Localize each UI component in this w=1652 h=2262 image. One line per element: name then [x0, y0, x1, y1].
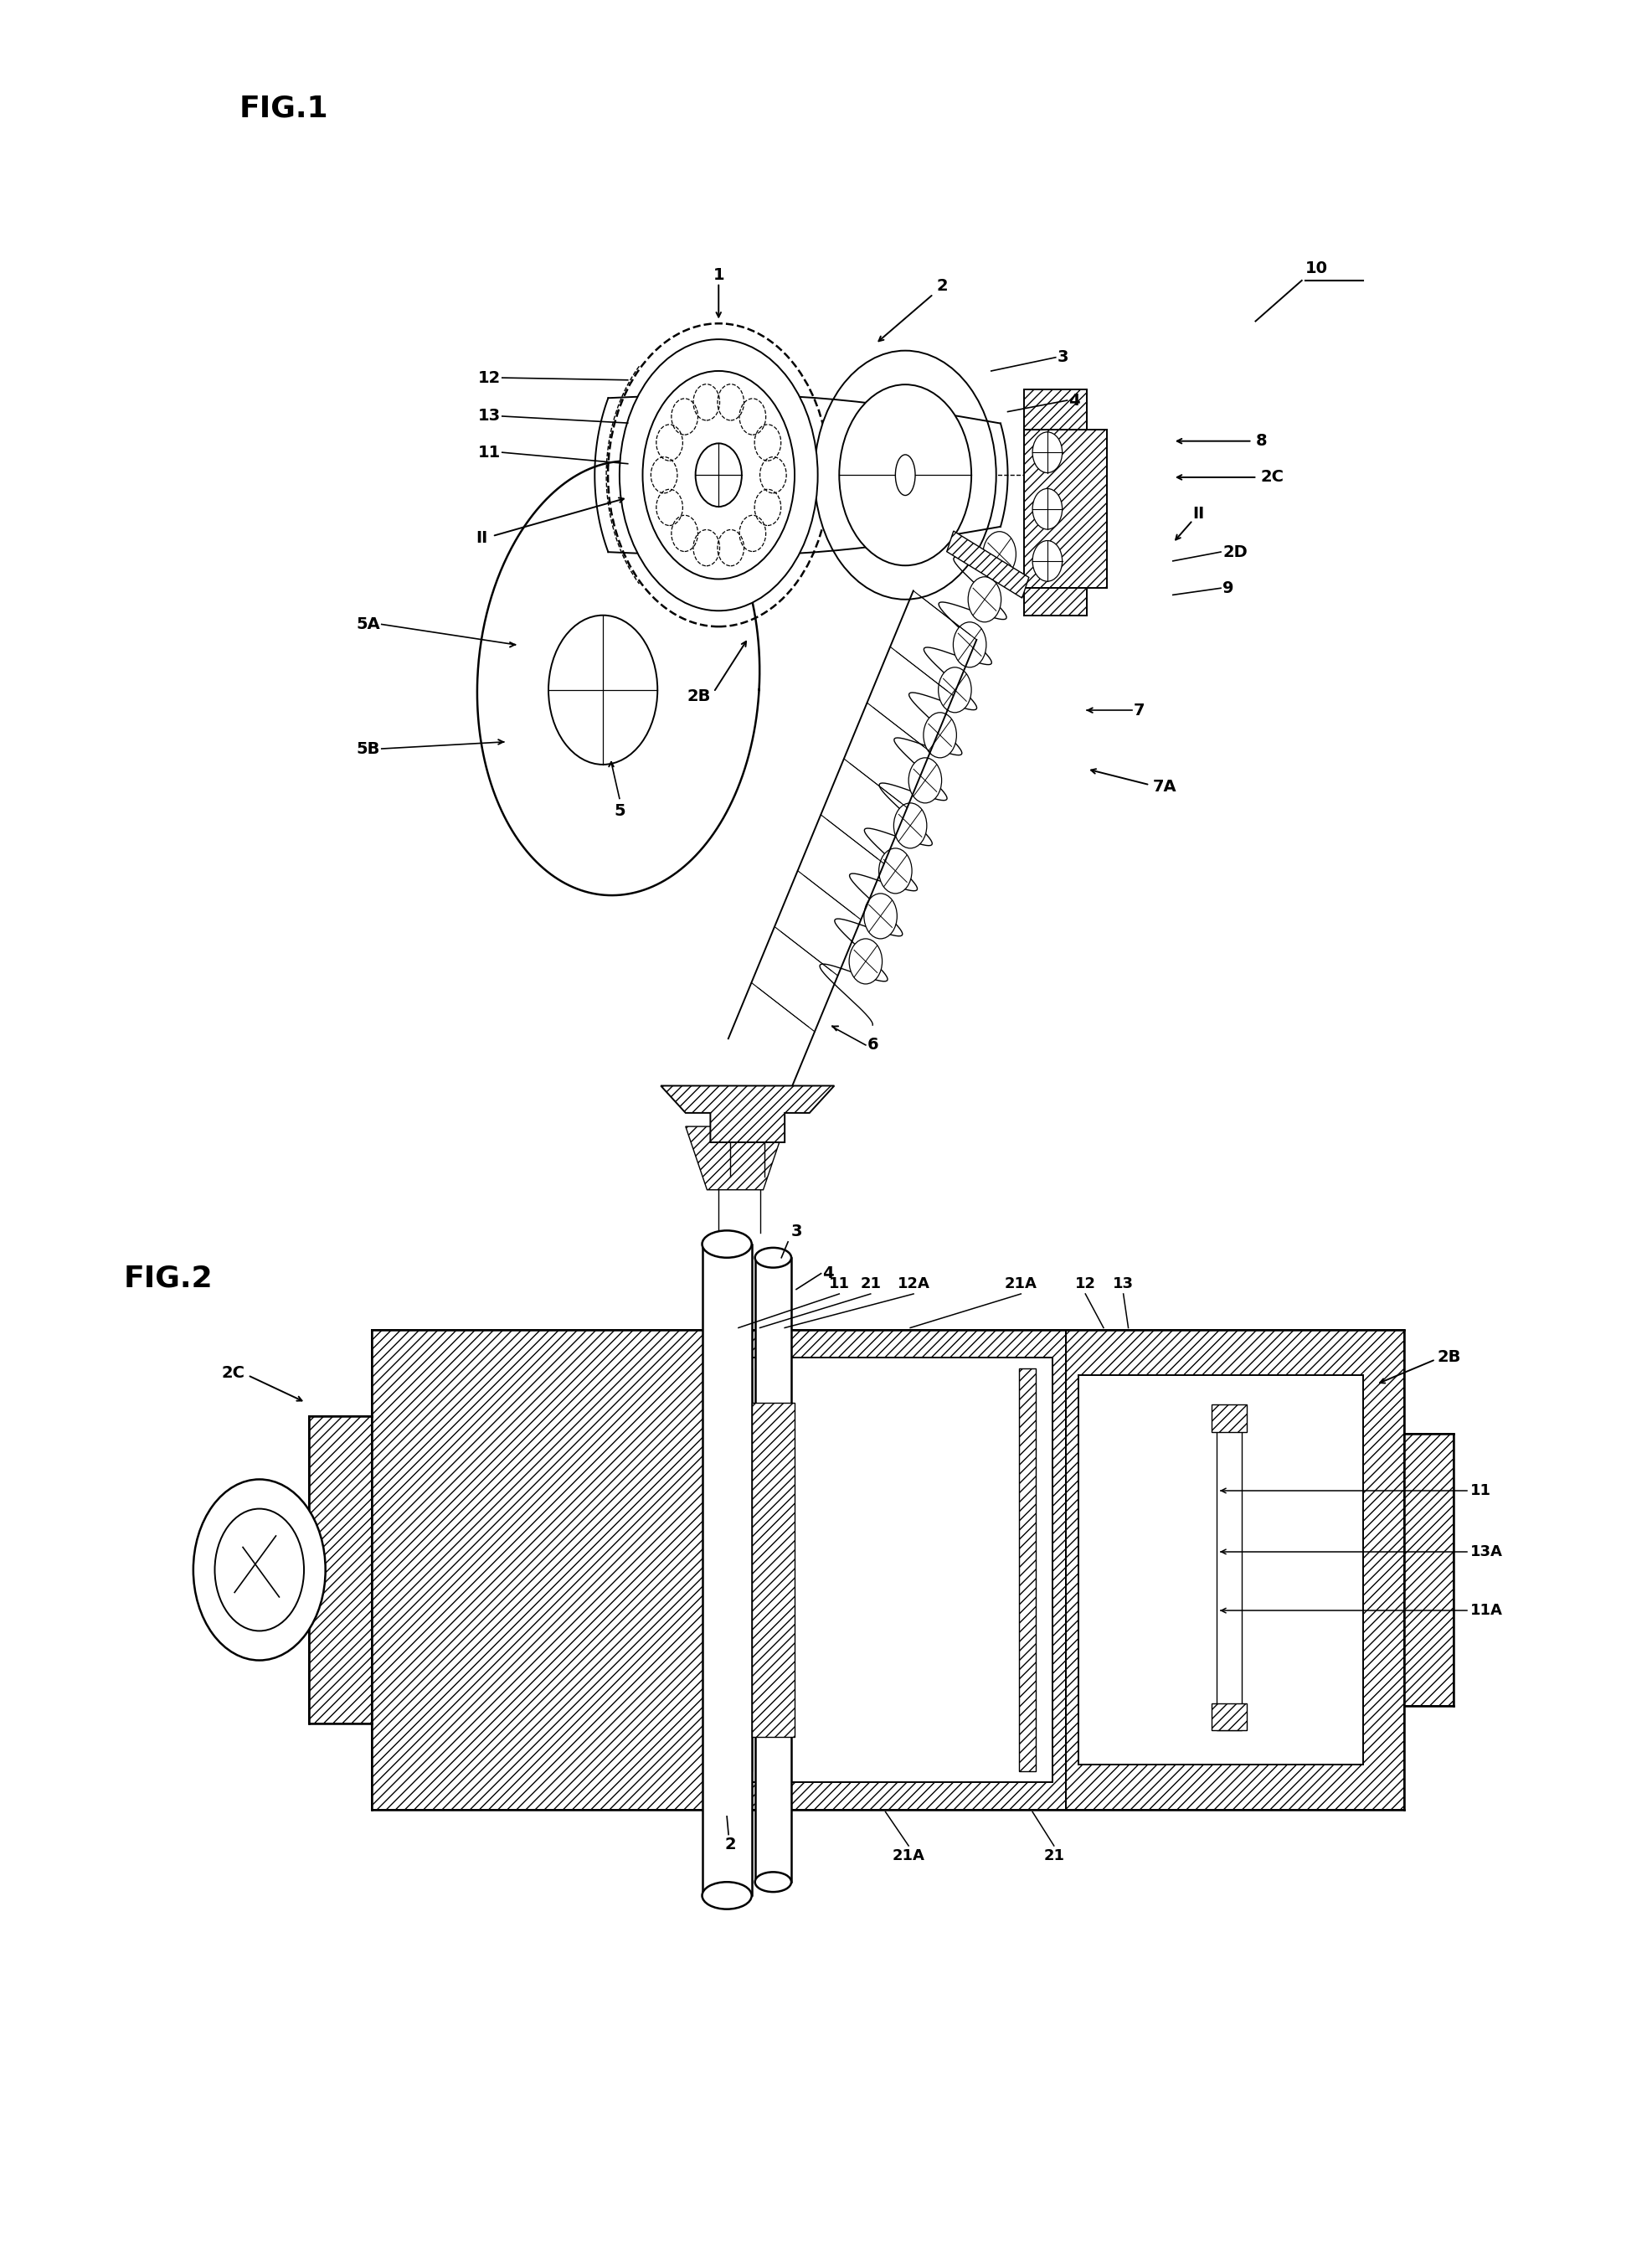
Bar	[755, 1258, 791, 1882]
Circle shape	[968, 577, 1001, 622]
Ellipse shape	[702, 1231, 752, 1258]
Text: 2C: 2C	[1260, 468, 1284, 486]
Text: 11A: 11A	[1470, 1604, 1503, 1617]
Ellipse shape	[702, 1882, 752, 1909]
Circle shape	[1032, 432, 1062, 473]
Circle shape	[938, 667, 971, 713]
Text: 10: 10	[1305, 260, 1328, 276]
Bar	[719, 1357, 1052, 1782]
Bar	[752, 1402, 795, 1737]
Circle shape	[923, 713, 957, 758]
Ellipse shape	[755, 1873, 791, 1891]
Ellipse shape	[755, 1249, 791, 1267]
Text: 11: 11	[477, 443, 501, 461]
Circle shape	[953, 622, 986, 667]
Circle shape	[1032, 541, 1062, 581]
Circle shape	[643, 371, 795, 579]
Text: 21: 21	[861, 1276, 881, 1292]
Circle shape	[193, 1479, 325, 1660]
Polygon shape	[710, 1330, 1066, 1810]
Bar	[702, 1244, 752, 1896]
Text: 5B: 5B	[357, 740, 380, 758]
Text: 7: 7	[1133, 701, 1145, 719]
Polygon shape	[309, 1416, 372, 1724]
Polygon shape	[947, 532, 1029, 597]
Bar	[735, 1369, 752, 1771]
Text: II: II	[476, 529, 487, 547]
Text: 21A: 21A	[1004, 1276, 1037, 1292]
Text: 21: 21	[1044, 1848, 1064, 1864]
Text: 2: 2	[725, 1837, 735, 1853]
Circle shape	[894, 803, 927, 848]
Text: 2D: 2D	[1222, 543, 1247, 561]
Text: 11: 11	[829, 1276, 849, 1292]
Text: FIG.2: FIG.2	[124, 1264, 213, 1292]
Circle shape	[695, 443, 742, 507]
Polygon shape	[1024, 588, 1087, 615]
Text: 1: 1	[714, 267, 724, 283]
Circle shape	[839, 385, 971, 566]
Bar	[1019, 1369, 1036, 1771]
Text: FIG.1: FIG.1	[240, 95, 329, 122]
Polygon shape	[686, 1126, 785, 1190]
Circle shape	[879, 848, 912, 893]
Ellipse shape	[895, 455, 915, 495]
Circle shape	[909, 758, 942, 803]
Text: 4: 4	[1069, 391, 1080, 409]
Text: 6: 6	[867, 1036, 879, 1054]
Text: II: II	[1193, 504, 1204, 523]
Bar	[1213, 1703, 1247, 1730]
Text: 4: 4	[823, 1264, 834, 1283]
Circle shape	[983, 532, 1016, 577]
Text: 7A: 7A	[1153, 778, 1178, 796]
Polygon shape	[661, 1086, 834, 1142]
Text: 2B: 2B	[687, 688, 710, 706]
Text: 21A: 21A	[892, 1848, 925, 1864]
Circle shape	[849, 939, 882, 984]
Text: 5: 5	[615, 803, 624, 819]
Text: 13: 13	[1113, 1276, 1133, 1292]
Text: 3: 3	[1057, 348, 1069, 366]
Text: 5A: 5A	[355, 615, 380, 633]
Polygon shape	[1066, 1330, 1404, 1810]
Text: 2B: 2B	[1437, 1348, 1460, 1366]
Circle shape	[215, 1509, 304, 1631]
Circle shape	[864, 893, 897, 939]
Bar	[1216, 1409, 1242, 1730]
Text: 12A: 12A	[897, 1276, 930, 1292]
Circle shape	[814, 351, 996, 599]
Circle shape	[1032, 489, 1062, 529]
Circle shape	[620, 339, 818, 611]
Bar	[1404, 1434, 1454, 1706]
Polygon shape	[1024, 389, 1087, 430]
Circle shape	[548, 615, 657, 765]
Text: 8: 8	[1256, 432, 1267, 450]
Text: 11: 11	[1470, 1484, 1492, 1497]
Polygon shape	[372, 1330, 710, 1810]
Text: 12: 12	[477, 369, 501, 387]
Text: 3: 3	[791, 1224, 801, 1240]
Text: 2C: 2C	[221, 1364, 244, 1382]
Bar	[1079, 1375, 1363, 1764]
Text: 12: 12	[1075, 1276, 1095, 1292]
Polygon shape	[1024, 430, 1107, 588]
Bar	[1213, 1405, 1247, 1432]
Text: 13A: 13A	[1470, 1545, 1503, 1559]
Text: 13: 13	[477, 407, 501, 425]
Text: 2: 2	[937, 278, 948, 294]
Text: 9: 9	[1222, 579, 1234, 597]
